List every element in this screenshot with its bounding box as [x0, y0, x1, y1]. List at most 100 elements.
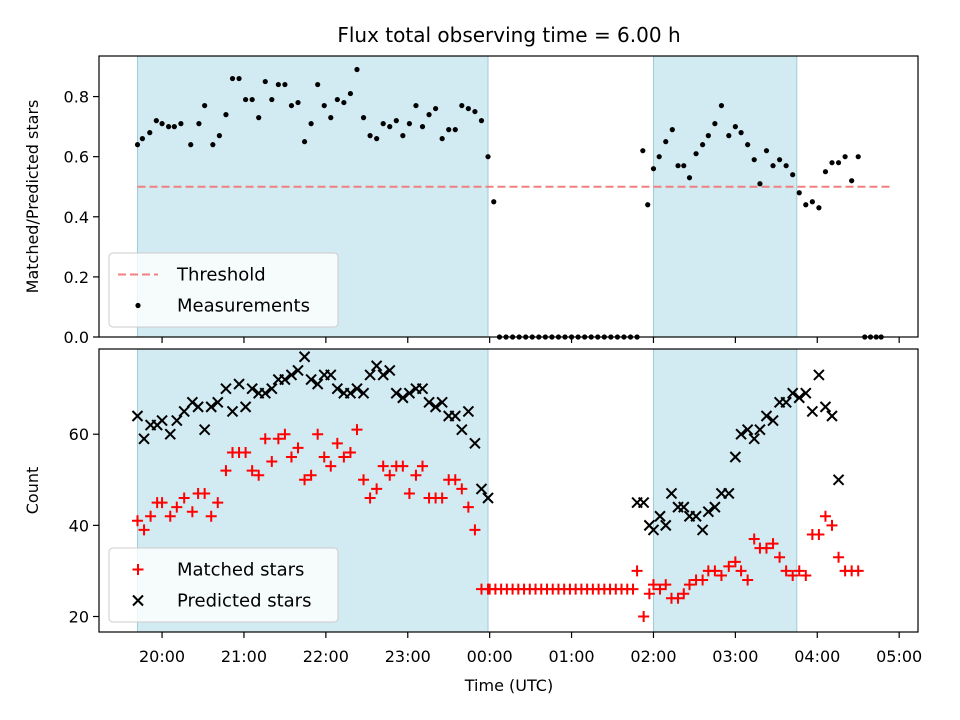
data-point [262, 78, 268, 85]
data-point [384, 469, 396, 481]
data-point [220, 465, 232, 477]
x-tick-label: 23:00 [385, 647, 431, 666]
data-point [681, 163, 687, 169]
data-point [640, 148, 646, 154]
data-point [465, 105, 471, 112]
data-point [751, 157, 757, 163]
data-point [400, 133, 406, 139]
data-point [723, 560, 735, 572]
legend: Threshold Measurements [108, 252, 339, 328]
data-point [272, 433, 284, 445]
data-point [855, 154, 861, 160]
legend-swatch [132, 594, 144, 607]
data-point [826, 519, 838, 531]
data-point [663, 139, 669, 145]
data-point [774, 551, 786, 563]
data-point [656, 154, 662, 160]
data-point [403, 387, 416, 399]
data-point [800, 569, 812, 581]
data-point [696, 524, 709, 536]
data-point [645, 202, 651, 208]
data-point [738, 130, 744, 136]
x-tick-label: 00:00 [467, 647, 513, 666]
top-panel: 0.0 0.2 0.4 0.6 0.8 Matched/Predicted stars Th… [23, 55, 919, 347]
data-point [159, 121, 165, 127]
data-point [806, 405, 819, 418]
data-point [315, 81, 321, 88]
data-point [171, 501, 183, 513]
plot-frame [98, 55, 919, 338]
data-point [196, 121, 202, 127]
data-point [678, 588, 690, 600]
data-point [334, 96, 340, 103]
data-point [166, 124, 172, 130]
data-point [202, 102, 208, 109]
data-point [367, 133, 373, 139]
x-tick-label: 02:00 [630, 647, 676, 666]
data-point [253, 469, 265, 481]
data-point [735, 565, 747, 577]
data-point [472, 108, 478, 115]
data-point [331, 382, 344, 395]
data-point [305, 469, 317, 481]
data-point [793, 565, 805, 577]
data-point [134, 142, 141, 148]
data-point [693, 151, 699, 157]
data-point [311, 378, 324, 390]
data-point [275, 81, 281, 88]
data-point [742, 574, 754, 586]
y-tick-label: 0.4 [64, 208, 89, 227]
data-point [147, 130, 153, 136]
data-point [683, 579, 695, 591]
data-point [712, 121, 718, 127]
data-point [660, 579, 672, 591]
data-point [288, 102, 295, 109]
data-point [686, 175, 693, 181]
data-point [153, 118, 159, 124]
data-point [285, 451, 297, 463]
data-point [328, 115, 334, 121]
data-point [631, 565, 643, 577]
data-point [164, 428, 176, 440]
data-point [338, 451, 350, 463]
data-point [741, 423, 754, 436]
data-point [406, 121, 413, 127]
data-point [390, 387, 403, 399]
legend-label: Threshold [176, 265, 266, 286]
data-point [178, 121, 184, 127]
data-point [246, 382, 258, 395]
data-point [729, 451, 742, 463]
legend-box [108, 547, 339, 623]
data-point [702, 505, 715, 518]
data-point [790, 172, 796, 178]
data-point [793, 392, 805, 404]
data-point [776, 157, 783, 163]
data-point [760, 542, 772, 554]
data-point [351, 382, 363, 395]
data-point [351, 424, 363, 436]
data-point [178, 492, 190, 504]
data-point [767, 538, 779, 550]
data-point [748, 433, 760, 445]
legend-label: Matched stars [177, 560, 304, 581]
data-point [809, 199, 815, 205]
data-point [164, 510, 176, 522]
data-point [198, 423, 211, 436]
y-tick-label: 40 [69, 516, 89, 535]
x-axis-label: Time (UTC) [464, 676, 553, 695]
data-point [787, 569, 799, 581]
data-point [403, 487, 415, 499]
data-point [216, 133, 222, 139]
data-point [436, 492, 448, 504]
data-point [819, 401, 832, 413]
data-point [266, 382, 278, 395]
data-point [212, 396, 224, 409]
data-point [305, 373, 317, 386]
data-point [413, 102, 419, 109]
data-point [426, 112, 432, 118]
y-axis-label: Matched/Predicted stars [23, 100, 42, 294]
data-point [423, 396, 435, 409]
legend-label: Predicted stars [177, 591, 311, 612]
data-point [678, 501, 690, 513]
